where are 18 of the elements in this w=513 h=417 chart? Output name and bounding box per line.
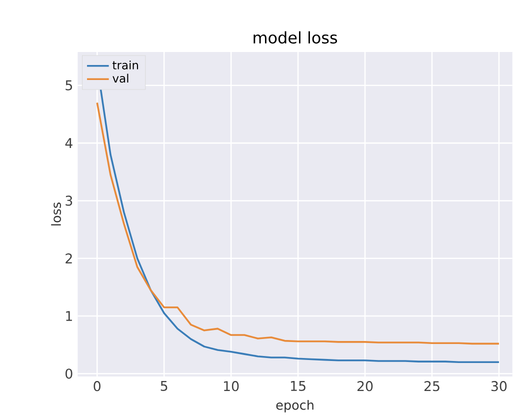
x-tick-label: 10 [224,381,239,392]
y-tick-label: 2 [66,254,72,264]
chart-title: model loss [254,31,338,44]
y-axis-title: loss [51,202,61,226]
y-tick-label: 4 [65,138,72,148]
x-axis-title: epoch [276,400,314,413]
x-tick-label: 5 [160,381,168,392]
y-tick-label: 0 [66,368,72,379]
x-tick-label: 20 [357,381,373,392]
legend-label: val [112,74,128,83]
y-tick-label: 1 [66,311,72,322]
x-tick-label: 25 [424,381,440,392]
x-tick-label: 0 [94,381,100,392]
x-tick-label: 30 [491,381,507,392]
legend-label: train [112,60,138,70]
y-tick-label: 5 [66,80,72,91]
y-tick-label: 3 [66,196,72,206]
x-tick-label: 15 [290,381,306,392]
